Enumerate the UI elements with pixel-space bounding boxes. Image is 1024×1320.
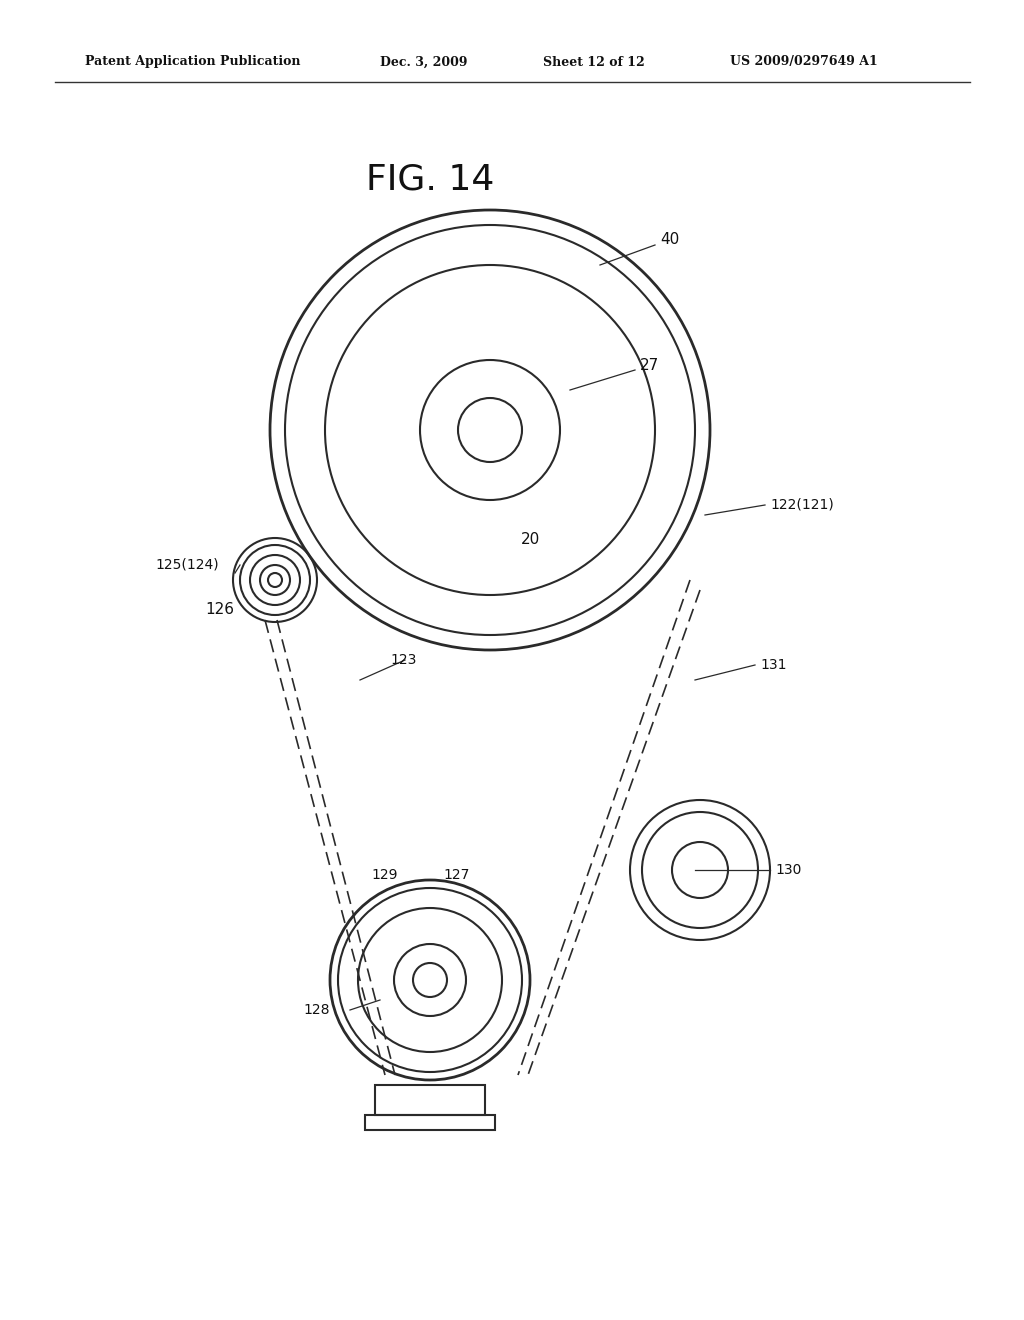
Text: 127: 127 xyxy=(443,869,469,882)
Text: 40: 40 xyxy=(660,232,679,248)
Text: 122(121): 122(121) xyxy=(770,498,834,512)
Text: Patent Application Publication: Patent Application Publication xyxy=(85,55,300,69)
Text: US 2009/0297649 A1: US 2009/0297649 A1 xyxy=(730,55,878,69)
Text: 27: 27 xyxy=(640,358,659,372)
Text: 129: 129 xyxy=(372,869,398,882)
Text: 125(124): 125(124) xyxy=(155,558,219,572)
Text: 20: 20 xyxy=(520,532,540,548)
Text: 126: 126 xyxy=(205,602,234,618)
Text: 123: 123 xyxy=(390,653,417,667)
Text: FIG. 14: FIG. 14 xyxy=(366,162,495,197)
Text: Dec. 3, 2009: Dec. 3, 2009 xyxy=(380,55,468,69)
Bar xyxy=(375,1085,485,1115)
Text: 128: 128 xyxy=(303,1003,330,1016)
Bar xyxy=(365,1115,495,1130)
Text: Sheet 12 of 12: Sheet 12 of 12 xyxy=(543,55,645,69)
Text: 131: 131 xyxy=(760,657,786,672)
Text: 130: 130 xyxy=(775,863,802,876)
